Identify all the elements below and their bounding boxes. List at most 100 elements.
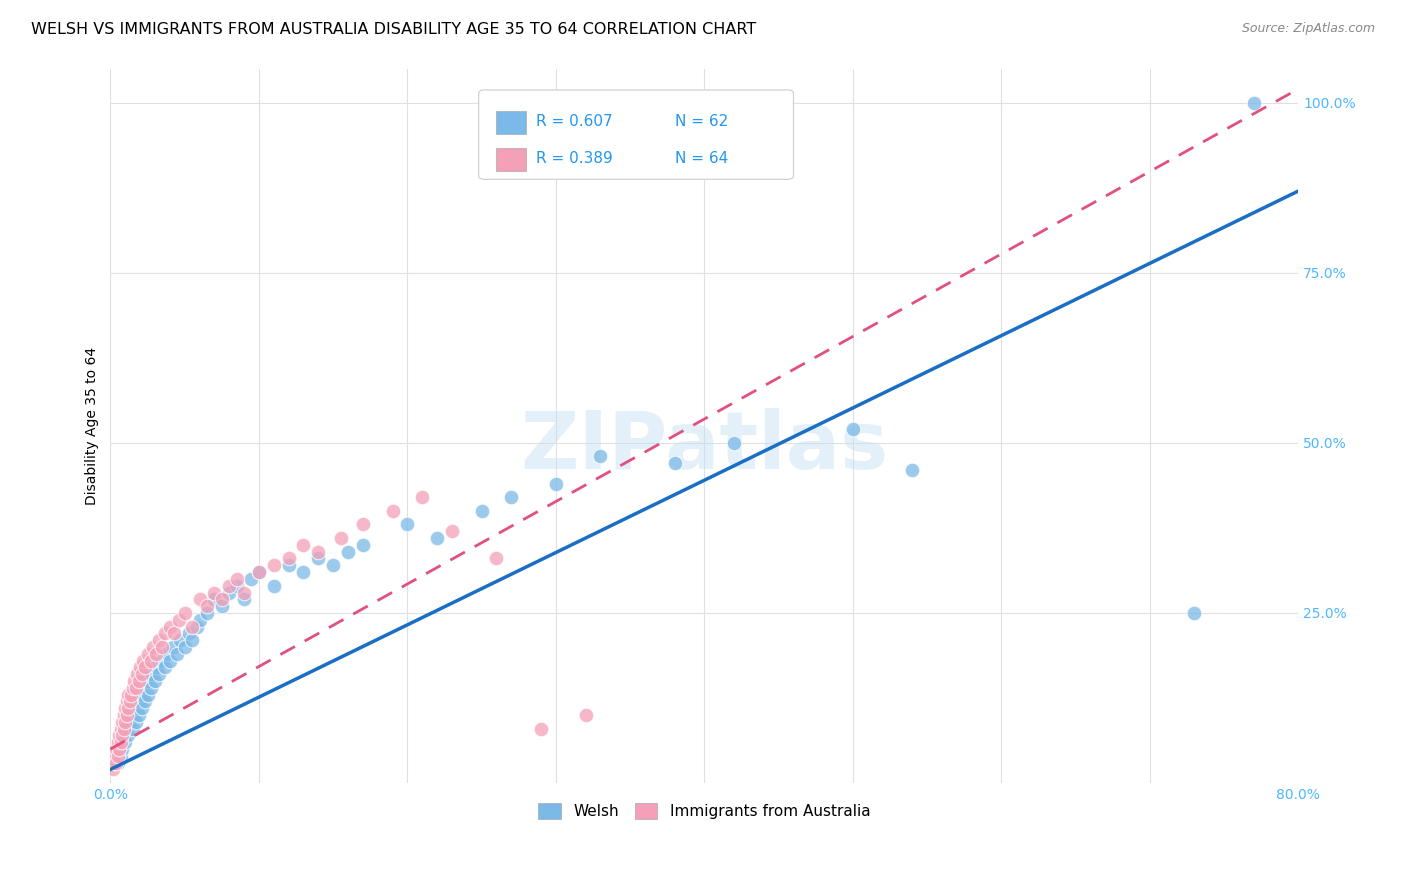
Point <box>131 701 153 715</box>
Point <box>173 606 195 620</box>
Text: N = 62: N = 62 <box>675 114 728 129</box>
Point <box>110 722 132 736</box>
Point <box>134 694 156 708</box>
Text: N = 64: N = 64 <box>675 151 728 166</box>
Point <box>211 592 233 607</box>
Point <box>307 551 329 566</box>
Point <box>202 585 225 599</box>
Point <box>124 714 146 729</box>
Point <box>115 708 138 723</box>
Point <box>156 647 179 661</box>
Point <box>108 728 131 742</box>
Point <box>842 422 865 436</box>
Point <box>440 524 463 539</box>
Point <box>115 694 138 708</box>
Point <box>117 728 139 742</box>
Point <box>247 565 270 579</box>
Point <box>901 463 924 477</box>
Point <box>117 688 139 702</box>
FancyBboxPatch shape <box>496 111 526 134</box>
Point <box>105 756 128 770</box>
Text: R = 0.607: R = 0.607 <box>536 114 613 129</box>
Point <box>240 572 263 586</box>
Point <box>129 660 152 674</box>
Point <box>111 728 134 742</box>
Point <box>111 742 134 756</box>
Text: ZIPatlas: ZIPatlas <box>520 409 889 486</box>
Point <box>218 579 240 593</box>
Point <box>723 435 745 450</box>
Point <box>155 626 177 640</box>
Point <box>173 640 195 654</box>
Point <box>307 544 329 558</box>
Point <box>263 558 285 573</box>
Point <box>118 714 141 729</box>
Point <box>411 490 433 504</box>
Point <box>127 667 149 681</box>
Legend: Welsh, Immigrants from Australia: Welsh, Immigrants from Australia <box>533 797 876 825</box>
Point <box>1243 95 1265 110</box>
Point <box>132 688 155 702</box>
Point <box>352 538 374 552</box>
Point <box>277 558 299 573</box>
Point <box>292 565 315 579</box>
Point <box>112 708 135 723</box>
Point <box>107 735 129 749</box>
Point <box>120 688 142 702</box>
Point <box>104 756 127 770</box>
Text: R = 0.389: R = 0.389 <box>536 151 613 166</box>
Point <box>150 640 173 654</box>
Point <box>162 640 184 654</box>
Point <box>167 613 190 627</box>
Point <box>136 647 159 661</box>
Point <box>186 619 208 633</box>
Point <box>159 619 181 633</box>
Point <box>128 673 150 688</box>
Point <box>163 626 186 640</box>
Point <box>107 748 129 763</box>
Point <box>136 688 159 702</box>
Point <box>143 673 166 688</box>
Point <box>263 579 285 593</box>
Text: WELSH VS IMMIGRANTS FROM AUSTRALIA DISABILITY AGE 35 TO 64 CORRELATION CHART: WELSH VS IMMIGRANTS FROM AUSTRALIA DISAB… <box>31 22 756 37</box>
Point <box>110 748 132 763</box>
Point <box>225 579 247 593</box>
Point <box>104 748 127 763</box>
Point <box>247 565 270 579</box>
Point <box>103 763 125 777</box>
Point <box>107 756 129 770</box>
Point <box>181 633 204 648</box>
FancyBboxPatch shape <box>496 148 526 170</box>
Point <box>188 613 211 627</box>
Point <box>329 531 352 545</box>
Point <box>145 647 167 661</box>
Point <box>121 708 143 723</box>
Point <box>188 592 211 607</box>
Point <box>159 654 181 668</box>
Point <box>136 673 159 688</box>
Point <box>225 572 247 586</box>
Point <box>155 660 177 674</box>
Point <box>664 456 686 470</box>
Point <box>142 640 165 654</box>
Point <box>129 694 152 708</box>
Point <box>132 654 155 668</box>
Point <box>530 722 553 736</box>
Point <box>105 742 128 756</box>
Point <box>181 619 204 633</box>
Point <box>166 647 188 661</box>
Point <box>114 701 136 715</box>
Point <box>127 701 149 715</box>
Point <box>179 626 201 640</box>
Point <box>124 681 146 695</box>
Point <box>169 633 191 648</box>
Point <box>139 654 162 668</box>
Point <box>544 476 567 491</box>
Point <box>233 585 256 599</box>
Point <box>128 708 150 723</box>
Point <box>141 667 163 681</box>
Point <box>218 585 240 599</box>
Point <box>145 660 167 674</box>
Point <box>148 633 170 648</box>
Point <box>337 544 360 558</box>
